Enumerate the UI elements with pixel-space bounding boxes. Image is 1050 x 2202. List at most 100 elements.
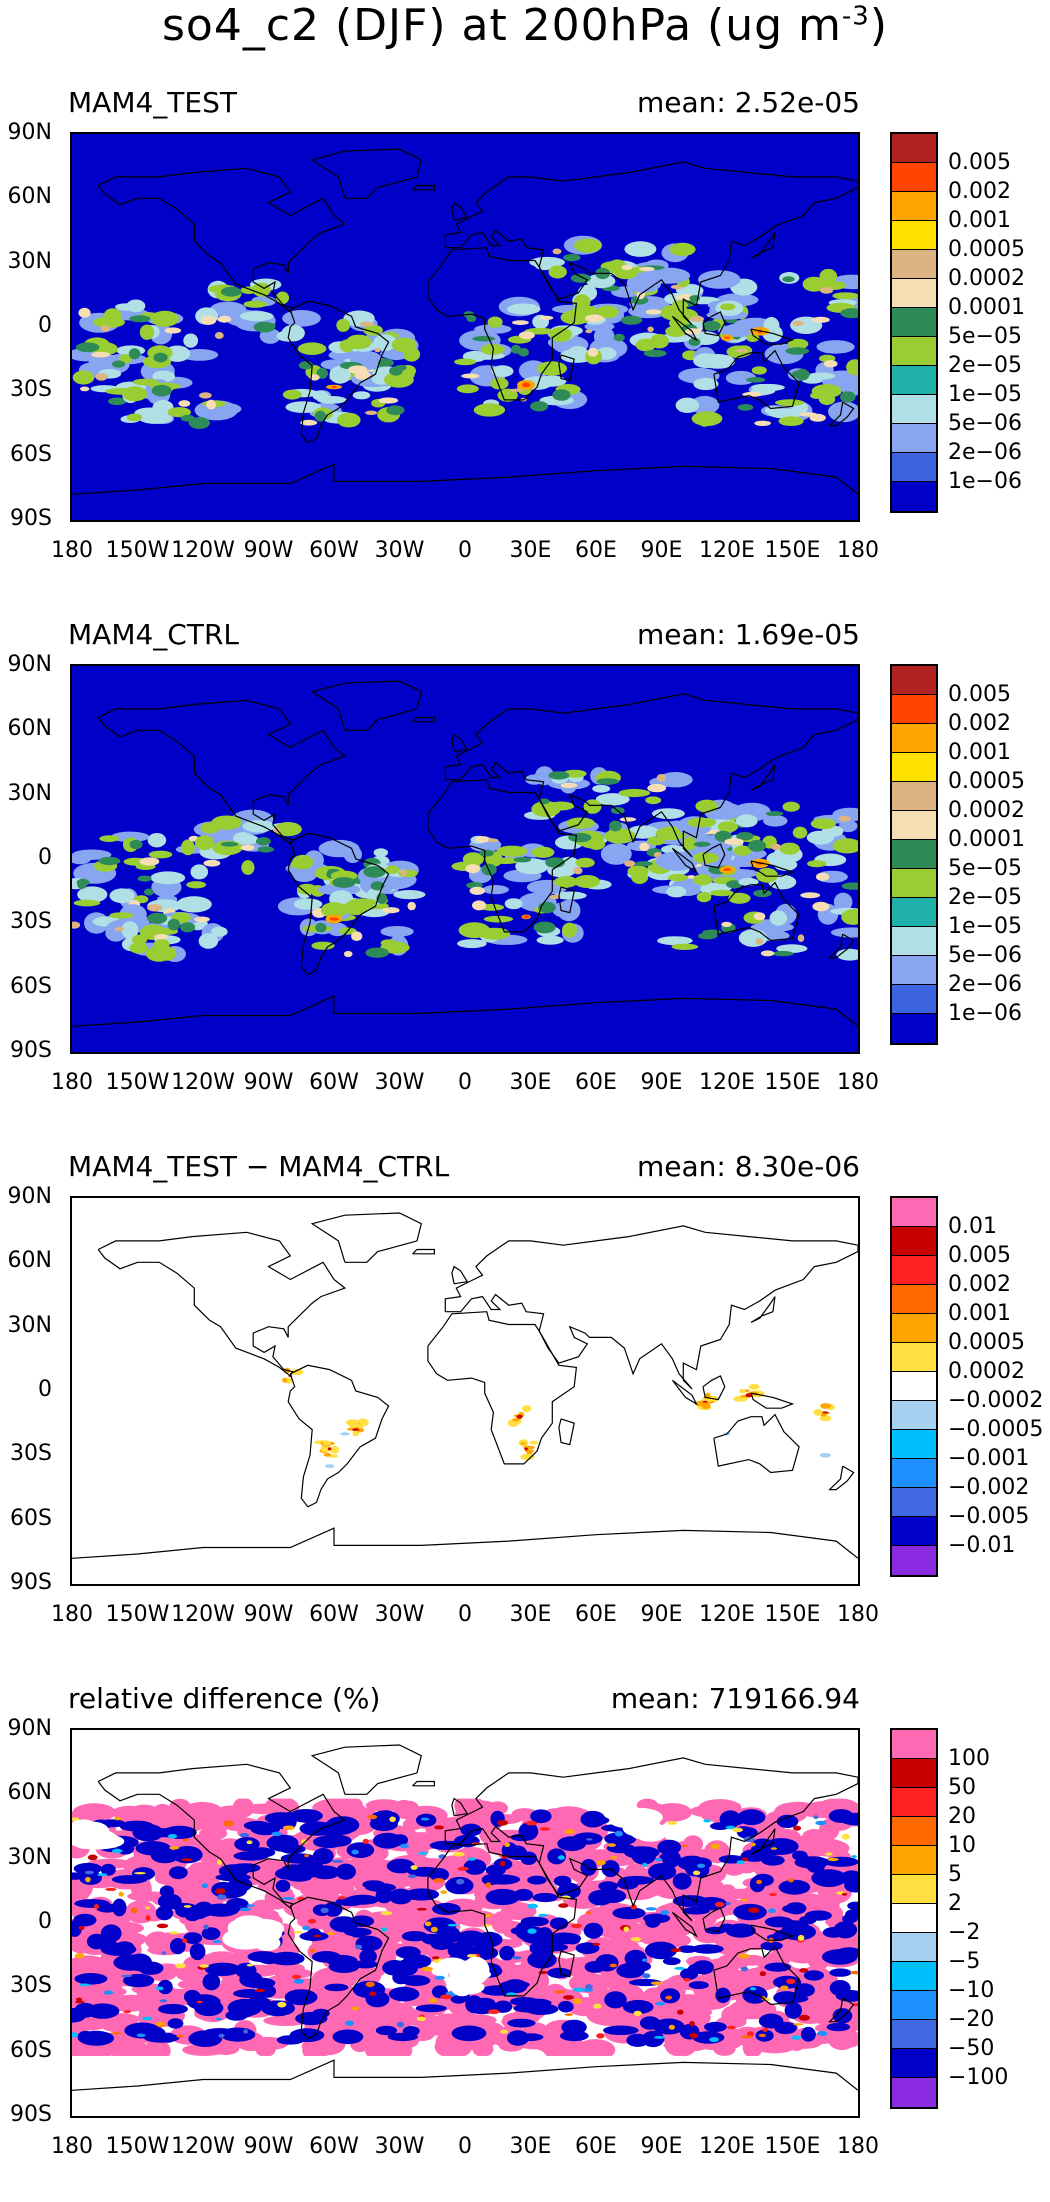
title-text: so4_c2 (DJF) at 200hPa (ug m xyxy=(161,0,842,51)
colorbar-label: 0.0002 xyxy=(948,266,1025,291)
map-svg xyxy=(72,1730,858,2116)
panel-title: relative difference (%) xyxy=(68,1682,381,1715)
colorbar-box xyxy=(892,782,936,811)
lon-tick-label: 90E xyxy=(640,1602,683,1627)
colorbar-box xyxy=(892,482,936,511)
colorbar-box xyxy=(892,1817,936,1846)
colorbar-box xyxy=(892,1875,936,1904)
lon-tick-label: 30E xyxy=(509,2134,552,2159)
coastline xyxy=(713,1945,800,2006)
colorbar-label: −20 xyxy=(948,2007,995,2032)
lon-tick-label: 180 xyxy=(837,538,879,563)
coastline xyxy=(427,1311,578,1465)
colorbar-label: 2e−05 xyxy=(948,353,1022,378)
colorbar-label: 0.005 xyxy=(948,150,1011,175)
lat-tick-label: 0 xyxy=(38,313,52,338)
colorbar-box xyxy=(892,869,936,898)
panel-mean: mean: 8.30e-06 xyxy=(636,1150,860,1183)
coastline xyxy=(412,184,435,191)
coastline xyxy=(828,933,855,959)
lon-tick-label: 150E xyxy=(764,1070,821,1095)
colorbar-box xyxy=(892,2078,936,2107)
field-shading xyxy=(72,235,858,429)
lat-tick-label: 90S xyxy=(10,506,52,531)
colorbar-box xyxy=(892,927,936,956)
colorbar-label: 0.0001 xyxy=(948,295,1025,320)
lat-tick-label: 30N xyxy=(7,1844,52,1870)
colorbar-box xyxy=(892,1991,936,2020)
colorbar-box xyxy=(892,1759,936,1788)
colorbar-label: 2 xyxy=(948,1891,962,1916)
lon-tick-label: 180 xyxy=(51,1602,93,1627)
colorbar-label: 0.0002 xyxy=(948,1359,1025,1384)
lon-tick-label: 90W xyxy=(243,2134,294,2159)
colorbar-box xyxy=(892,1430,936,1459)
colorbar-box xyxy=(892,898,936,927)
colorbar-label: 0.002 xyxy=(948,711,1011,736)
coastline xyxy=(310,680,422,731)
coastline xyxy=(750,232,776,259)
lat-tick-label: 30N xyxy=(7,1312,52,1338)
colorbar-box xyxy=(892,724,936,753)
coastline xyxy=(750,1924,795,1941)
lat-tick-label: 0 xyxy=(38,1909,52,1934)
lon-tick-label: 60W xyxy=(309,1602,359,1627)
colorbar-box xyxy=(892,695,936,724)
lon-tick-label: 60W xyxy=(309,2134,359,2159)
coastline xyxy=(702,1375,726,1401)
lon-tick-label: 90E xyxy=(640,1070,683,1095)
lat-tick-label: 30S xyxy=(10,377,52,403)
lon-tick-label: 90W xyxy=(243,538,294,563)
lon-tick-label: 150W xyxy=(105,1602,170,1627)
map-plot xyxy=(70,132,860,522)
colorbar-label: −0.0002 xyxy=(948,1388,1044,1413)
coastline xyxy=(427,1843,578,1997)
coastline xyxy=(72,1527,858,1559)
coastlines xyxy=(72,1744,858,2091)
colorbar-box xyxy=(892,1517,936,1546)
colorbar-label: 0.0002 xyxy=(948,798,1025,823)
lat-tick-label: 60S xyxy=(10,441,52,467)
lat-tick-label: 0 xyxy=(38,1377,52,1402)
lon-tick-label: 180 xyxy=(837,1070,879,1095)
colorbar-box xyxy=(892,1372,936,1401)
coastline xyxy=(713,1413,800,1474)
coastline xyxy=(97,1231,347,1377)
colorbar-label: 1e−06 xyxy=(948,469,1022,494)
colorbar-label: 0.001 xyxy=(948,740,1011,765)
colorbar-label: 0.0005 xyxy=(948,769,1025,794)
coastline xyxy=(702,843,726,869)
lon-tick-label: 0 xyxy=(458,1070,472,1095)
colorbar-label: −0.002 xyxy=(948,1475,1030,1500)
coastline xyxy=(671,847,698,874)
coastline xyxy=(72,2059,858,2091)
coastline xyxy=(750,328,795,345)
coastline xyxy=(750,1296,776,1323)
colorbar-label: 20 xyxy=(948,1804,976,1829)
colorbar-box xyxy=(892,1730,936,1759)
colorbar-box xyxy=(892,2020,936,2049)
colorbar-label: 1e−06 xyxy=(948,1001,1022,1026)
map-plot xyxy=(70,664,860,1054)
colorbar-label: 0.002 xyxy=(948,179,1011,204)
colorbar-label: 2e−05 xyxy=(948,885,1022,910)
coastline xyxy=(444,693,858,858)
map-panel: MAM4_TEST − MAM4_CTRL mean: 8.30e-06 90N 60… xyxy=(0,1150,1050,1670)
colorbar-label: −10 xyxy=(948,1978,995,2003)
colorbar-box xyxy=(892,250,936,279)
coastline xyxy=(427,247,578,401)
lat-tick-label: 30N xyxy=(7,248,52,274)
coastline xyxy=(287,832,390,976)
colorbar-box xyxy=(892,1933,936,1962)
coastline xyxy=(310,148,422,199)
lon-tick-label: 30W xyxy=(374,1602,425,1627)
lon-tick-label: 90W xyxy=(243,1070,294,1095)
colorbar-box xyxy=(892,1788,936,1817)
colorbar-box xyxy=(892,221,936,250)
coastline xyxy=(444,1757,858,1922)
map-svg xyxy=(72,1198,858,1584)
colorbar-label: −0.005 xyxy=(948,1504,1030,1529)
lon-tick-label: 90E xyxy=(640,2134,683,2159)
colorbar-label: −5 xyxy=(948,1949,981,1974)
colorbar-box xyxy=(892,1256,936,1285)
